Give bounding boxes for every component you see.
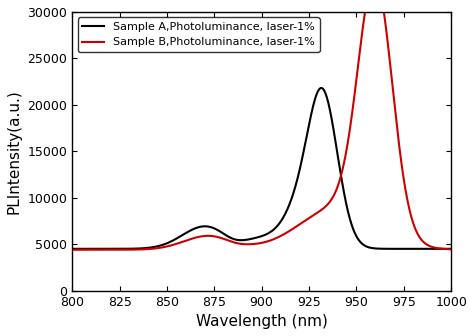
Sample A,Photoluminance, laser-1% bbox=[368, 246, 374, 250]
Sample B,Photoluminance, laser-1% bbox=[448, 247, 454, 251]
Line: Sample A,Photoluminance, laser-1%: Sample A,Photoluminance, laser-1% bbox=[72, 88, 451, 249]
Sample A,Photoluminance, laser-1% bbox=[69, 247, 75, 251]
Sample A,Photoluminance, laser-1% bbox=[438, 247, 443, 251]
X-axis label: Wavelength (nm): Wavelength (nm) bbox=[196, 314, 328, 329]
Sample A,Photoluminance, laser-1% bbox=[244, 238, 249, 242]
Sample A,Photoluminance, laser-1% bbox=[89, 247, 94, 251]
Sample B,Photoluminance, laser-1% bbox=[438, 247, 443, 251]
Sample B,Photoluminance, laser-1% bbox=[254, 242, 259, 246]
Sample A,Photoluminance, laser-1% bbox=[438, 247, 443, 251]
Sample A,Photoluminance, laser-1% bbox=[254, 236, 259, 240]
Sample A,Photoluminance, laser-1% bbox=[319, 86, 324, 90]
Sample B,Photoluminance, laser-1% bbox=[89, 248, 94, 252]
Sample A,Photoluminance, laser-1% bbox=[448, 247, 454, 251]
Line: Sample B,Photoluminance, laser-1%: Sample B,Photoluminance, laser-1% bbox=[72, 0, 451, 250]
Y-axis label: PLIntensity(a.u.): PLIntensity(a.u.) bbox=[7, 89, 22, 214]
Legend: Sample A,Photoluminance, laser-1%, Sample B,Photoluminance, laser-1%: Sample A,Photoluminance, laser-1%, Sampl… bbox=[78, 17, 319, 52]
Sample B,Photoluminance, laser-1% bbox=[438, 247, 443, 251]
Sample B,Photoluminance, laser-1% bbox=[69, 248, 75, 252]
Sample B,Photoluminance, laser-1% bbox=[244, 242, 249, 246]
